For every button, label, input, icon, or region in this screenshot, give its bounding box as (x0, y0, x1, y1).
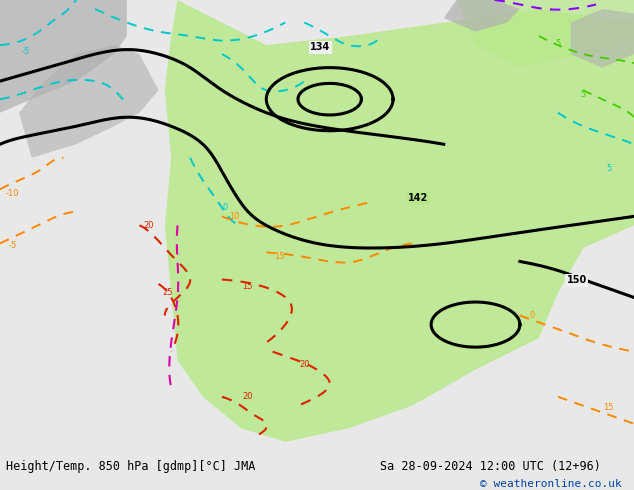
Polygon shape (0, 0, 127, 113)
Text: -5: -5 (21, 47, 30, 56)
Polygon shape (571, 9, 634, 68)
Text: 5: 5 (581, 90, 586, 99)
Text: 10: 10 (230, 212, 240, 220)
Text: 20: 20 (242, 392, 252, 401)
Polygon shape (165, 0, 634, 442)
Text: © weatheronline.co.uk: © weatheronline.co.uk (479, 479, 621, 489)
Text: 15: 15 (604, 403, 614, 412)
Text: -5: -5 (8, 241, 17, 250)
Text: 134: 134 (310, 42, 330, 52)
Text: 150: 150 (567, 275, 587, 285)
Text: 5: 5 (606, 164, 611, 173)
Text: Height/Temp. 850 hPa [gdmp][°C] JMA: Height/Temp. 850 hPa [gdmp][°C] JMA (6, 460, 256, 473)
Text: 5: 5 (555, 39, 560, 48)
Polygon shape (19, 45, 158, 158)
Text: 0: 0 (530, 311, 535, 320)
Text: 25: 25 (163, 288, 173, 297)
Text: 20: 20 (299, 361, 309, 369)
Text: -10: -10 (6, 189, 20, 198)
Polygon shape (444, 0, 520, 31)
Text: 142: 142 (408, 194, 429, 203)
Text: 20: 20 (144, 220, 154, 230)
Text: 0: 0 (223, 203, 228, 212)
Polygon shape (456, 0, 634, 68)
Text: 15: 15 (242, 282, 252, 291)
Text: Sa 28-09-2024 12:00 UTC (12+96): Sa 28-09-2024 12:00 UTC (12+96) (380, 460, 601, 473)
Text: 15: 15 (274, 252, 284, 261)
